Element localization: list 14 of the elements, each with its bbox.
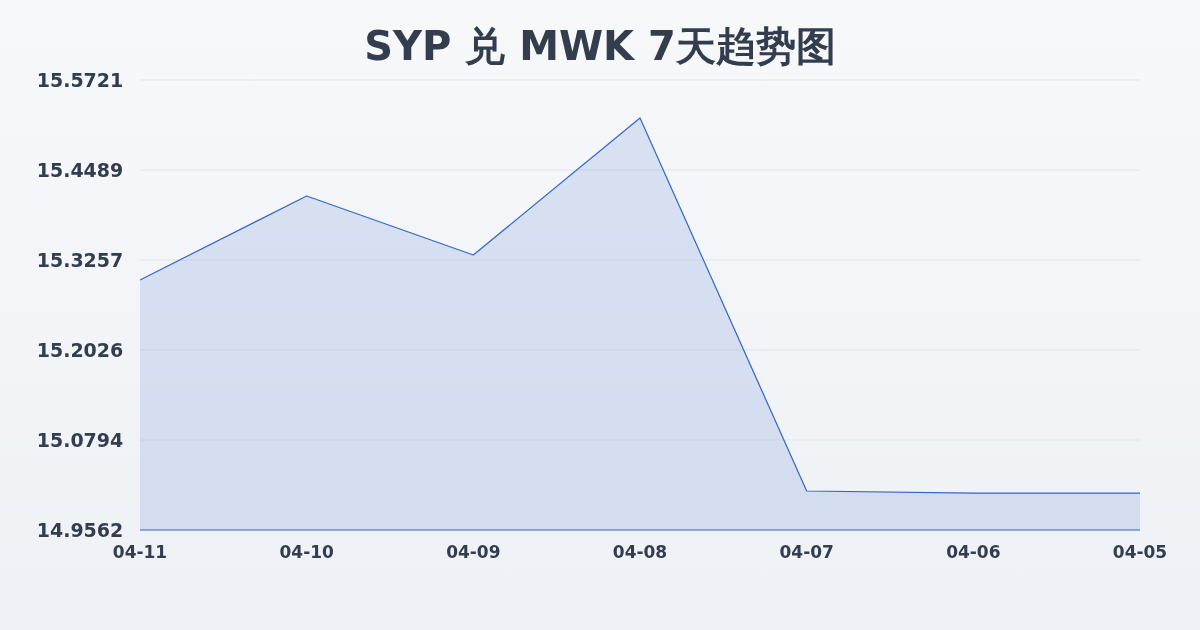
y-tick-label: 14.9562	[36, 519, 124, 541]
y-tick-label: 15.5721	[36, 69, 124, 91]
x-tick-label: 04-09	[446, 542, 501, 562]
x-tick-label: 04-10	[279, 542, 335, 562]
x-tick-label: 04-06	[946, 542, 1001, 562]
x-tick-label: 04-07	[779, 542, 834, 562]
y-tick-label: 15.2026	[36, 338, 124, 361]
x-tick-label: 04-05	[1112, 542, 1168, 562]
chart-title: SYP 兑 MWK 7天趋势图	[364, 23, 836, 69]
y-tick-label: 15.4489	[36, 159, 124, 182]
y-tick-label: 15.0794	[36, 428, 124, 451]
x-tick-label: 04-11	[112, 542, 168, 562]
y-tick-label: 15.3257	[36, 249, 124, 272]
x-tick-label: 04-08	[612, 542, 668, 562]
